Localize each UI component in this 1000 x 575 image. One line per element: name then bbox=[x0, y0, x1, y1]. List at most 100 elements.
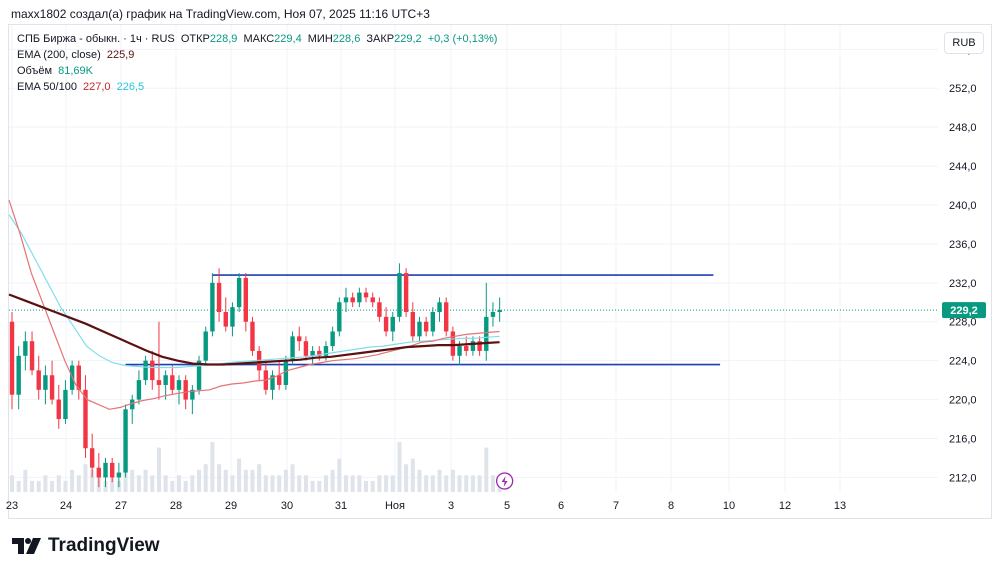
candle-body[interactable] bbox=[110, 462, 115, 478]
legend-ema200[interactable]: EMA (200, close) 225,9 bbox=[17, 49, 137, 61]
candle-body[interactable] bbox=[243, 277, 248, 322]
x-tick-label: 3 bbox=[448, 500, 454, 512]
candle-body[interactable] bbox=[330, 331, 335, 347]
candle-body[interactable] bbox=[63, 389, 68, 420]
candle-body[interactable] bbox=[49, 375, 55, 400]
candle-body[interactable] bbox=[417, 321, 422, 337]
ema200-line[interactable] bbox=[8, 293, 500, 366]
candle-body[interactable] bbox=[176, 380, 182, 390]
volume-bar bbox=[150, 475, 155, 492]
candle-body[interactable] bbox=[123, 409, 128, 473]
candle-body[interactable] bbox=[56, 399, 61, 420]
y-tick-label: 240,0 bbox=[949, 200, 977, 212]
volume-bar bbox=[477, 475, 482, 492]
volume-bar bbox=[310, 480, 315, 492]
volume-bar bbox=[283, 469, 288, 492]
candle-body[interactable] bbox=[43, 375, 48, 390]
candle-body[interactable] bbox=[323, 346, 329, 356]
candle-body[interactable] bbox=[357, 292, 362, 303]
candle-body[interactable] bbox=[270, 375, 275, 390]
legend-ema50-100[interactable]: EMA 50/100 227,0 226,5 bbox=[17, 81, 147, 93]
candle-body[interactable] bbox=[290, 336, 295, 361]
candle-body[interactable] bbox=[403, 273, 409, 313]
candle-body[interactable] bbox=[464, 346, 469, 351]
candle-body[interactable] bbox=[163, 375, 168, 385]
y-tick-label: 212,0 bbox=[949, 472, 977, 484]
candle-body[interactable] bbox=[484, 316, 489, 351]
candle-body[interactable] bbox=[156, 380, 162, 385]
candle-body[interactable] bbox=[103, 462, 108, 478]
candle-body[interactable] bbox=[444, 302, 449, 332]
y-tick-label: 220,0 bbox=[949, 395, 977, 407]
candle-body[interactable] bbox=[450, 331, 456, 356]
candle-body[interactable] bbox=[337, 302, 342, 332]
candle-body[interactable] bbox=[390, 316, 395, 332]
volume-bar bbox=[190, 475, 195, 492]
volume-bar bbox=[377, 475, 382, 492]
candle-body[interactable] bbox=[23, 341, 28, 356]
candle-body[interactable] bbox=[190, 389, 195, 400]
candle-body[interactable] bbox=[343, 297, 349, 303]
candle-body[interactable] bbox=[283, 360, 289, 385]
candle-body[interactable] bbox=[130, 399, 135, 410]
candle-body[interactable] bbox=[423, 321, 429, 332]
legend-close-value: 229,2 bbox=[394, 33, 422, 45]
candle-body[interactable] bbox=[143, 360, 148, 381]
candle-body[interactable] bbox=[303, 341, 309, 356]
candle-body[interactable] bbox=[363, 292, 369, 298]
candle-body[interactable] bbox=[116, 472, 122, 478]
candle-body[interactable] bbox=[136, 380, 142, 400]
candle-body[interactable] bbox=[29, 341, 35, 371]
candle-body[interactable] bbox=[490, 312, 496, 317]
candle-body[interactable] bbox=[437, 302, 442, 313]
candle-body[interactable] bbox=[223, 312, 228, 327]
x-tick-label: 6 bbox=[558, 500, 564, 512]
candle-body[interactable] bbox=[397, 273, 402, 317]
currency-button[interactable]: RUB bbox=[944, 32, 984, 54]
candle-body[interactable] bbox=[89, 448, 95, 468]
ema100-line[interactable] bbox=[8, 214, 500, 369]
candle-body[interactable] bbox=[477, 341, 482, 351]
candle-body[interactable] bbox=[457, 346, 462, 356]
legend-volume[interactable]: Объём 81,69K bbox=[17, 65, 96, 77]
x-tick-label: 10 bbox=[723, 500, 735, 512]
candle-body[interactable] bbox=[497, 310, 502, 313]
volume-bar bbox=[130, 469, 135, 492]
candle-body[interactable] bbox=[277, 375, 282, 385]
candle-body[interactable] bbox=[76, 365, 81, 390]
candle-body[interactable] bbox=[370, 297, 375, 303]
y-tick-label: 224,0 bbox=[949, 356, 977, 368]
candle-body[interactable] bbox=[250, 321, 255, 351]
volume-bar bbox=[237, 458, 242, 492]
candle-body[interactable] bbox=[36, 370, 41, 390]
candle-body[interactable] bbox=[170, 375, 175, 390]
candle-body[interactable] bbox=[150, 360, 155, 381]
candle-body[interactable] bbox=[230, 307, 235, 327]
candle-body[interactable] bbox=[16, 355, 21, 395]
ema50-line[interactable] bbox=[8, 199, 500, 410]
legend-ema200-label: EMA (200, close) bbox=[17, 49, 101, 61]
candle-body[interactable] bbox=[430, 312, 436, 332]
candle-body[interactable] bbox=[297, 336, 302, 342]
candle-body[interactable] bbox=[470, 341, 476, 351]
candle-body[interactable] bbox=[317, 350, 322, 356]
candle-body[interactable] bbox=[216, 282, 222, 313]
volume-bar bbox=[110, 475, 115, 492]
candle-body[interactable] bbox=[236, 277, 242, 308]
candle-body[interactable] bbox=[410, 312, 415, 337]
candle-body[interactable] bbox=[383, 316, 389, 332]
candle-body[interactable] bbox=[96, 467, 102, 478]
volume-bar bbox=[50, 480, 55, 492]
candle-body[interactable] bbox=[377, 302, 382, 317]
candle-body[interactable] bbox=[210, 282, 215, 332]
candle-body[interactable] bbox=[203, 331, 208, 361]
candle-body[interactable] bbox=[83, 389, 88, 449]
candle-body[interactable] bbox=[9, 321, 15, 395]
candle-body[interactable] bbox=[350, 297, 355, 303]
candle-body[interactable] bbox=[196, 360, 202, 390]
candle-body[interactable] bbox=[183, 380, 188, 400]
volume-bar bbox=[457, 475, 462, 492]
volume-bar bbox=[270, 475, 275, 492]
candle-body[interactable] bbox=[310, 350, 315, 356]
